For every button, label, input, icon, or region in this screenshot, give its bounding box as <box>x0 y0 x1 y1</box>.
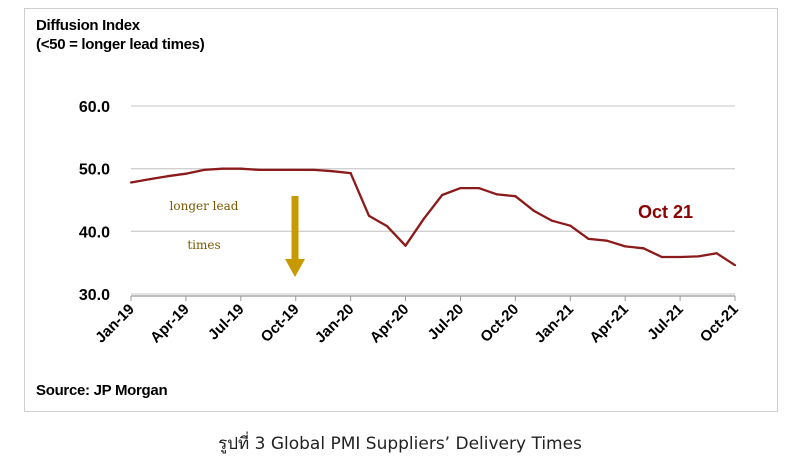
data-point <box>642 247 645 250</box>
data-point <box>697 255 700 258</box>
y-axis-label-line-2: (<50 = longer lead times) <box>36 36 205 53</box>
x-tick-label: Oct-20 <box>477 301 522 346</box>
source-note: Source: JP Morgan <box>36 382 168 399</box>
data-point <box>624 245 627 248</box>
data-point <box>258 168 261 172</box>
data-point <box>239 167 242 170</box>
figure-caption: รูปที่ 3 Global PMI Suppliers’ Delivery … <box>218 434 582 454</box>
data-point <box>422 217 425 220</box>
data-point <box>166 175 169 178</box>
data-point <box>386 225 389 228</box>
data-point <box>678 255 682 259</box>
data-point <box>514 195 517 198</box>
data-point <box>203 168 206 172</box>
x-tick-label: Apr-21 <box>586 301 632 347</box>
data-point <box>221 167 224 170</box>
data-point <box>477 186 480 190</box>
series-callout-oct-21: Oct 21 <box>638 202 693 222</box>
x-tick-label: Jan-19 <box>92 301 138 347</box>
y-axis-label-line-1: Diffusion Index <box>36 17 140 34</box>
data-point <box>349 171 352 175</box>
y-axis-label: Diffusion Index (<50 = longer lead times… <box>36 16 205 54</box>
y-tick-label: 60.0 <box>79 99 110 116</box>
x-tick-label: Jan-21 <box>531 301 577 347</box>
data-point <box>587 237 590 240</box>
data-point <box>404 244 407 247</box>
x-tick-label: Jul-20 <box>425 301 468 344</box>
data-point <box>312 168 316 172</box>
data-point <box>148 178 151 181</box>
x-tick-label: Oct-19 <box>258 301 303 346</box>
data-point <box>276 168 279 172</box>
x-tick-label: Jan-20 <box>312 301 358 347</box>
data-point <box>367 214 371 217</box>
data-point <box>733 264 737 267</box>
x-tick-label: Oct-21 <box>697 301 742 346</box>
data-point <box>331 170 334 173</box>
data-point <box>459 186 462 190</box>
x-tick-label: Jul-21 <box>644 301 687 344</box>
chart-frame <box>24 8 778 412</box>
x-tick-label: Apr-20 <box>367 301 413 347</box>
data-point <box>550 219 554 222</box>
y-tick-label: 40.0 <box>79 224 110 241</box>
data-point <box>184 172 188 175</box>
data-point <box>441 193 444 197</box>
data-point <box>569 224 572 227</box>
x-tick-label: Jul-19 <box>205 301 248 344</box>
data-point <box>495 193 499 196</box>
data-point <box>660 255 663 259</box>
x-tick-label: Apr-19 <box>147 301 193 347</box>
data-point <box>294 168 297 172</box>
y-tick-label: 50.0 <box>79 162 110 179</box>
arrow-shaft <box>291 196 299 260</box>
data-point <box>532 209 535 212</box>
down-arrow-icon <box>285 259 305 277</box>
data-point <box>129 181 133 184</box>
annotation-times: times <box>187 238 220 252</box>
annotation-longer-lead: longer lead <box>170 199 239 213</box>
data-point <box>715 252 718 255</box>
series-line <box>130 167 736 267</box>
y-tick-label: 30.0 <box>79 287 110 304</box>
data-point <box>605 239 608 242</box>
